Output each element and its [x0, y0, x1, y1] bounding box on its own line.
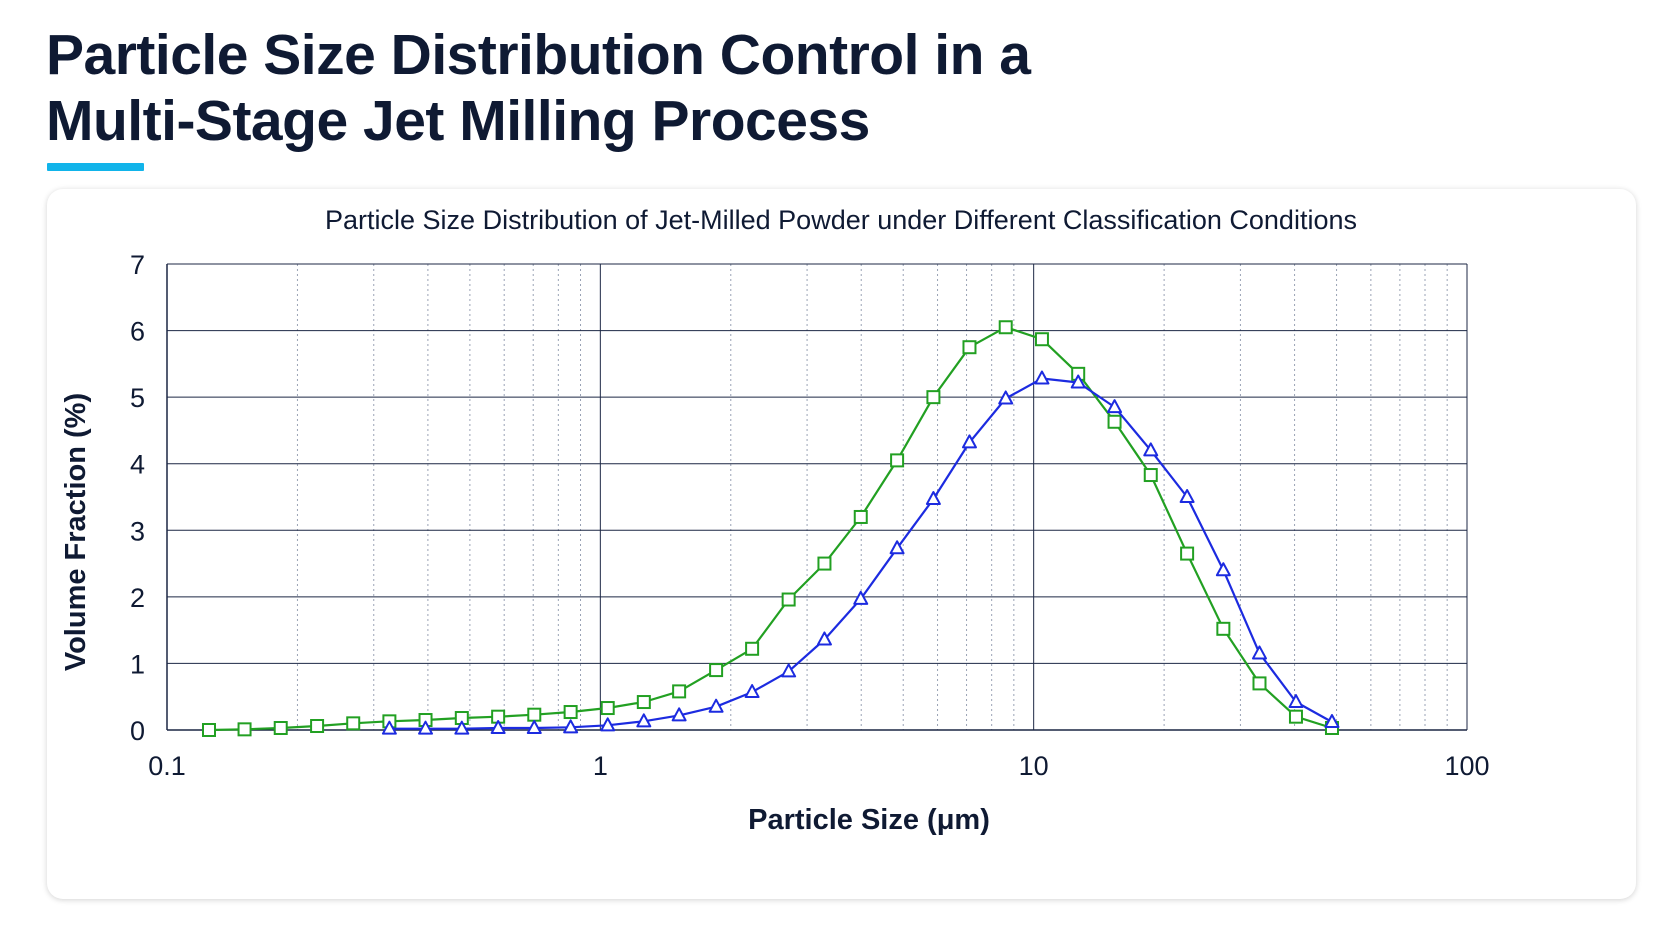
series-square [201, 320, 1339, 737]
data-point-square [1288, 709, 1303, 724]
data-point-square [998, 320, 1013, 335]
data-point-square [237, 722, 252, 737]
data-point-triangle [526, 720, 542, 735]
y-tick-label: 3 [130, 516, 145, 546]
data-point-square [817, 556, 832, 571]
page-title: Particle Size Distribution Control in a … [46, 22, 1031, 154]
data-point-square [1034, 332, 1049, 347]
data-point-triangle [1143, 442, 1159, 457]
data-point-triangle [816, 631, 832, 646]
data-point-triangle [1034, 370, 1050, 385]
data-point-square [1216, 621, 1231, 636]
data-point-square [346, 716, 361, 731]
data-point-square [600, 701, 615, 716]
x-tick-label: 1 [593, 751, 608, 781]
data-point-triangle [1179, 489, 1195, 503]
series-triangle [381, 370, 1340, 735]
data-point-triangle [889, 540, 905, 555]
data-point-square [1180, 546, 1195, 561]
chart-title: Particle Size Distribution of Jet-Milled… [325, 205, 1357, 235]
data-point-triangle [490, 720, 506, 735]
data-point-square [273, 721, 288, 736]
data-point-square [672, 684, 687, 699]
data-point-triangle [636, 713, 652, 728]
data-point-square [926, 390, 941, 405]
page-title-line-1: Particle Size Distribution Control in a [46, 23, 1031, 87]
data-point-triangle [925, 490, 941, 505]
data-point-triangle [1215, 562, 1231, 577]
data-point-triangle [1324, 714, 1340, 729]
data-point-square [201, 723, 216, 737]
data-point-triangle [998, 390, 1014, 405]
data-point-triangle [744, 684, 760, 699]
data-point-square [527, 707, 542, 722]
y-tick-label: 2 [130, 583, 145, 613]
data-point-triangle [853, 590, 869, 605]
data-point-triangle [418, 720, 434, 735]
x-tick-label: 0.1 [148, 751, 186, 781]
data-point-triangle [454, 720, 470, 735]
data-point-triangle [671, 707, 687, 722]
grid-minor-lines [296, 264, 1448, 730]
y-axis-label: Volume Fraction (%) [60, 393, 92, 671]
y-tick-label: 5 [130, 383, 145, 413]
data-point-triangle [1251, 645, 1267, 660]
data-point-triangle [1070, 374, 1086, 389]
data-point-square [709, 663, 724, 678]
y-tick-label: 4 [130, 450, 145, 480]
y-tick-label: 1 [130, 649, 145, 679]
data-point-square [1252, 676, 1267, 691]
y-axis-ticks: 0 1 2 3 4 5 6 7 [130, 250, 145, 746]
page-title-line-2: Multi-Stage Jet Milling Process [46, 89, 870, 153]
data-point-triangle [1288, 694, 1304, 709]
data-point-triangle [961, 434, 977, 449]
data-point-square [781, 592, 796, 607]
data-point-square [310, 719, 325, 734]
series-layer [201, 320, 1340, 737]
y-tick-label: 0 [130, 716, 145, 746]
y-tick-label: 6 [130, 317, 145, 347]
data-point-triangle [563, 719, 579, 734]
series-line-square [208, 326, 1333, 732]
data-point-square [853, 509, 868, 524]
chart-axes [166, 264, 1468, 731]
y-tick-label: 7 [130, 250, 145, 280]
data-point-triangle [708, 698, 724, 713]
x-tick-label: 10 [1019, 751, 1049, 781]
data-point-square [890, 453, 905, 468]
particle-size-chart: Particle Size Distribution of Jet-Milled… [60, 205, 1490, 836]
data-point-square [563, 705, 578, 720]
data-point-square [745, 641, 760, 656]
data-point-triangle [381, 720, 397, 735]
data-point-triangle [781, 663, 797, 678]
chart-card: Particle Size Distribution of Jet-Milled… [47, 189, 1636, 899]
x-axis-ticks: 0.1 1 10 100 [148, 751, 1489, 781]
data-point-square [636, 695, 651, 710]
data-point-square [962, 340, 977, 355]
x-axis-label: Particle Size (μm) [748, 804, 990, 836]
data-point-square [1143, 468, 1158, 483]
grid-major-lines [166, 263, 1468, 731]
data-point-triangle [600, 717, 616, 732]
data-point-square [1107, 414, 1122, 429]
data-point-triangle [1107, 399, 1123, 414]
x-tick-label: 100 [1444, 751, 1489, 781]
title-accent-bar [47, 163, 144, 171]
